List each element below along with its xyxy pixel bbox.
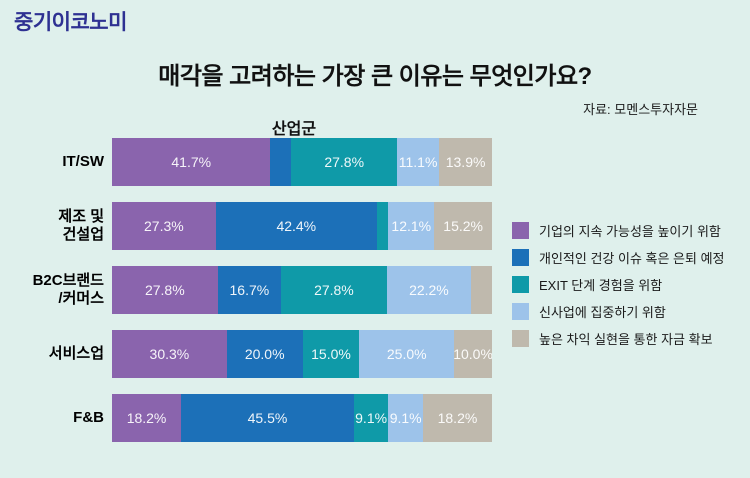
segment-value-label: 13.9% bbox=[445, 154, 486, 170]
segment-value-label: 27.8% bbox=[144, 282, 185, 298]
stacked-bar-chart: IT/SW 41.7% 27.8% 11.1% 13.9% 제조 및 건설업 27.3% 42… bbox=[16, 138, 493, 458]
segment-value-label: 9.1% bbox=[389, 410, 422, 426]
segment-value-label: 27.8% bbox=[314, 282, 354, 298]
bar-segment: 25.0% bbox=[359, 330, 455, 378]
category-label: B2C브랜드 /커머스 bbox=[32, 272, 104, 307]
bar-segment: 10.0% bbox=[454, 330, 492, 378]
chart-row: F&B 18.2% 45.5% 9.1% 9.1% 18.2% bbox=[16, 394, 493, 442]
category-label: 제조 및 건설업 bbox=[58, 208, 104, 243]
bar-segment: 45.5% bbox=[181, 394, 354, 442]
bar-segment: 27.8% bbox=[281, 266, 387, 314]
bar-segment: 15.0% bbox=[302, 330, 360, 378]
bar-segment bbox=[376, 202, 389, 250]
bar-segment: 20.0% bbox=[226, 330, 303, 378]
legend-swatch-icon bbox=[512, 249, 529, 266]
segment-value-label: 30.3% bbox=[149, 346, 190, 362]
segment-value-label: 20.0% bbox=[244, 346, 285, 362]
segment-value-label: 41.7% bbox=[171, 154, 212, 170]
bar-segment: 18.2% bbox=[112, 394, 182, 442]
publisher-logo: 중기이코노미 bbox=[14, 11, 127, 34]
legend-item: 기업의 지속 가능성을 높이기 위함 bbox=[512, 222, 725, 239]
bar-segment: 15.2% bbox=[434, 202, 493, 250]
bar-segment bbox=[270, 138, 292, 186]
bar-segment: 22.2% bbox=[386, 266, 472, 314]
legend-swatch-icon bbox=[512, 303, 529, 320]
legend-label: 높은 차익 실현을 통한 자금 확보 bbox=[539, 332, 713, 347]
chart-row: 서비스업 30.3% 20.0% 15.0% 25.0% 10.0% bbox=[16, 330, 492, 378]
source-note: 자료: 모멘스투자자문 bbox=[583, 102, 698, 117]
legend-swatch-icon bbox=[512, 276, 529, 293]
segment-value-label: 16.7% bbox=[229, 282, 270, 298]
legend-swatch-icon bbox=[512, 330, 529, 347]
segment-value-label: 15.0% bbox=[311, 346, 351, 362]
legend-label: EXIT 단계 경험을 위함 bbox=[539, 278, 663, 293]
chart-row: B2C브랜드 /커머스 27.8% 16.7% 27.8% 22.2% bbox=[16, 266, 492, 314]
legend-label: 개인적인 건강 이슈 혹은 은퇴 예정 bbox=[539, 251, 725, 266]
legend-item: EXIT 단계 경험을 위함 bbox=[512, 276, 725, 293]
category-label: 서비스업 bbox=[48, 345, 104, 362]
segment-value-label: 27.8% bbox=[324, 154, 365, 170]
bar: 41.7% 27.8% 11.1% 13.9% bbox=[112, 138, 492, 186]
bar-segment: 9.1% bbox=[388, 394, 423, 442]
segment-value-label: 25.0% bbox=[386, 346, 427, 362]
legend-item: 신사업에 집중하기 위함 bbox=[512, 303, 725, 320]
legend-label: 신사업에 집중하기 위함 bbox=[539, 305, 666, 320]
segment-value-label: 18.2% bbox=[126, 410, 167, 426]
bar: 30.3% 20.0% 15.0% 25.0% 10.0% bbox=[112, 330, 492, 378]
segment-value-label: 12.1% bbox=[391, 218, 432, 234]
bar-segment: 9.1% bbox=[353, 394, 389, 442]
bar-segment: 16.7% bbox=[217, 266, 282, 314]
legend-item: 높은 차익 실현을 통한 자금 확보 bbox=[512, 330, 725, 347]
bar-segment: 18.2% bbox=[422, 394, 493, 442]
bar-segment: 27.3% bbox=[112, 202, 216, 250]
legend-label: 기업의 지속 가능성을 높이기 위함 bbox=[539, 224, 721, 239]
category-label: IT/SW bbox=[62, 153, 104, 170]
legend-swatch-icon bbox=[512, 222, 529, 239]
segment-value-label: 42.4% bbox=[276, 218, 317, 234]
segment-value-label: 45.5% bbox=[247, 410, 288, 426]
bar-segment: 27.8% bbox=[112, 266, 218, 314]
bar-segment: 30.3% bbox=[112, 330, 227, 378]
category-label: F&B bbox=[73, 409, 104, 426]
bar-segment: 27.8% bbox=[291, 138, 397, 186]
bar-segment: 42.4% bbox=[215, 202, 377, 250]
bar: 27.3% 42.4% 12.1% 15.2% bbox=[112, 202, 493, 250]
bar-segment: 41.7% bbox=[112, 138, 271, 186]
segment-value-label: 27.3% bbox=[144, 218, 184, 234]
chart-title: 매각을 고려하는 가장 큰 이유는 무엇인가요? bbox=[158, 63, 592, 90]
bar: 27.8% 16.7% 27.8% 22.2% bbox=[112, 266, 492, 314]
segment-value-label: 18.2% bbox=[437, 410, 478, 426]
axis-group-label: 산업군 bbox=[271, 121, 317, 138]
segment-value-label: 15.2% bbox=[443, 218, 483, 234]
bar-segment: 13.9% bbox=[439, 138, 492, 186]
chart-row: 제조 및 건설업 27.3% 42.4% 12.1% 15.2% bbox=[16, 202, 493, 250]
legend-item: 개인적인 건강 이슈 혹은 은퇴 예정 bbox=[512, 249, 725, 266]
segment-value-label: 9.1% bbox=[355, 410, 388, 426]
bar-segment: 12.1% bbox=[388, 202, 435, 250]
segment-value-label: 22.2% bbox=[409, 282, 449, 298]
segment-value-label: 11.1% bbox=[398, 154, 438, 170]
chart-row: IT/SW 41.7% 27.8% 11.1% 13.9% bbox=[16, 138, 492, 186]
segment-value-label: 10.0% bbox=[454, 346, 492, 362]
bar: 18.2% 45.5% 9.1% 9.1% 18.2% bbox=[112, 394, 493, 442]
bar-segment: 11.1% bbox=[397, 138, 440, 186]
bar-segment bbox=[471, 266, 492, 314]
